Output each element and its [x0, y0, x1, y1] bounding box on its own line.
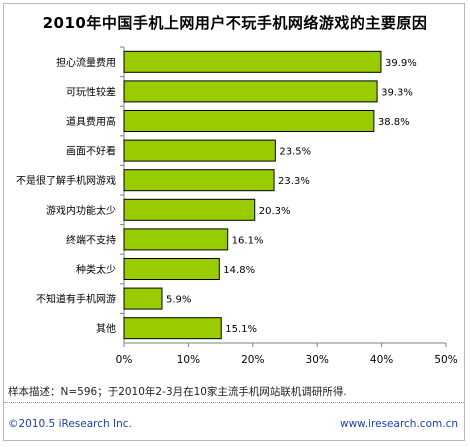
bar-value-label: 38.8%	[378, 117, 410, 128]
category-label: 画面不好看	[66, 145, 116, 158]
sample-note: 样本描述：N=596；于2010年2-3月在10家主流手机网站联机调研所得.	[8, 386, 347, 398]
x-tick-label: 20%	[241, 354, 264, 366]
x-tick-label: 40%	[370, 354, 393, 366]
chart-title: 2010年中国手机上网用户不玩手机网络游戏的主要原因	[42, 14, 428, 32]
category-label: 种类太少	[76, 263, 116, 276]
bar-value-label: 39.9%	[385, 58, 417, 69]
website-link[interactable]: www.iresearch.com.cn	[339, 418, 458, 430]
category-label: 游戏内功能太少	[46, 204, 116, 217]
bar-value-label: 14.8%	[223, 265, 255, 276]
category-label: 其他	[96, 322, 116, 335]
bar-value-label: 23.5%	[279, 147, 311, 158]
bar	[123, 139, 276, 162]
bar	[123, 50, 382, 73]
bar	[123, 258, 220, 280]
category-label: 终端不支持	[66, 233, 116, 246]
category-label: 可玩性较差	[66, 85, 116, 98]
bar-value-label: 5.9%	[166, 295, 191, 306]
bar-value-label: 16.1%	[232, 235, 264, 246]
category-label: 不知道有手机网游	[36, 293, 116, 306]
bar	[123, 287, 163, 310]
bar	[123, 198, 256, 221]
bar	[123, 317, 222, 340]
x-tick-label: 0%	[116, 354, 133, 366]
copyright-text: ©2010.5 iResearch Inc.	[8, 418, 132, 430]
x-tick-label: 10%	[177, 354, 200, 366]
category-label: 担心流量费用	[56, 56, 116, 69]
bar	[123, 228, 229, 251]
category-label: 道具费用高	[66, 115, 116, 128]
bar-value-label: 20.3%	[259, 206, 291, 217]
bar-value-label: 15.1%	[225, 324, 257, 335]
x-tick-label: 50%	[434, 354, 457, 366]
chart-frame	[3, 3, 465, 441]
category-label: 不是很了解手机网游戏	[16, 174, 116, 187]
bar	[123, 80, 378, 103]
bar	[123, 110, 375, 132]
bar	[123, 169, 275, 192]
footer-divider	[4, 402, 464, 403]
x-tick-label: 30%	[306, 354, 329, 366]
bar-value-label: 23.3%	[278, 176, 310, 187]
bar-value-label: 39.3%	[381, 87, 413, 98]
